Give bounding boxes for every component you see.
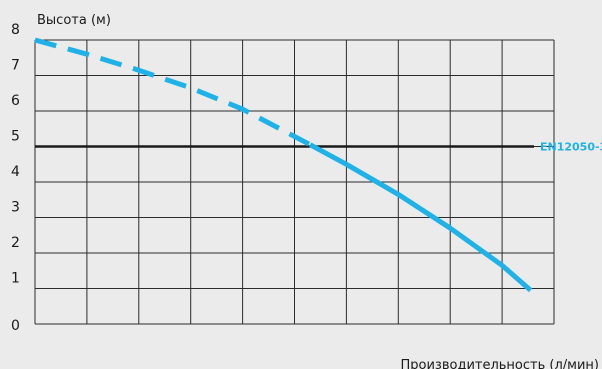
curve-solid bbox=[308, 142, 533, 293]
y-axis-title: Высота (м) bbox=[37, 13, 111, 28]
y-tick-label: 6 bbox=[11, 93, 20, 109]
y-tick-labels: 0 1 2 3 4 5 6 7 8 bbox=[11, 22, 20, 334]
en12050-label: EN12050-3 bbox=[540, 141, 602, 154]
y-tick-label: 3 bbox=[11, 200, 20, 216]
y-tick-label: 1 bbox=[11, 271, 20, 287]
curve-dashed bbox=[34, 37, 312, 147]
y-tick-label: 8 bbox=[11, 22, 20, 38]
y-tick-label: 0 bbox=[11, 318, 20, 334]
y-tick-label: 2 bbox=[11, 235, 20, 251]
y-tick-label: 4 bbox=[11, 164, 20, 180]
y-tick-label: 7 bbox=[11, 58, 20, 74]
x-axis-title: Производительность (л/мин) bbox=[401, 358, 600, 369]
y-tick-label: 5 bbox=[11, 129, 20, 145]
performance-curves bbox=[34, 37, 533, 293]
